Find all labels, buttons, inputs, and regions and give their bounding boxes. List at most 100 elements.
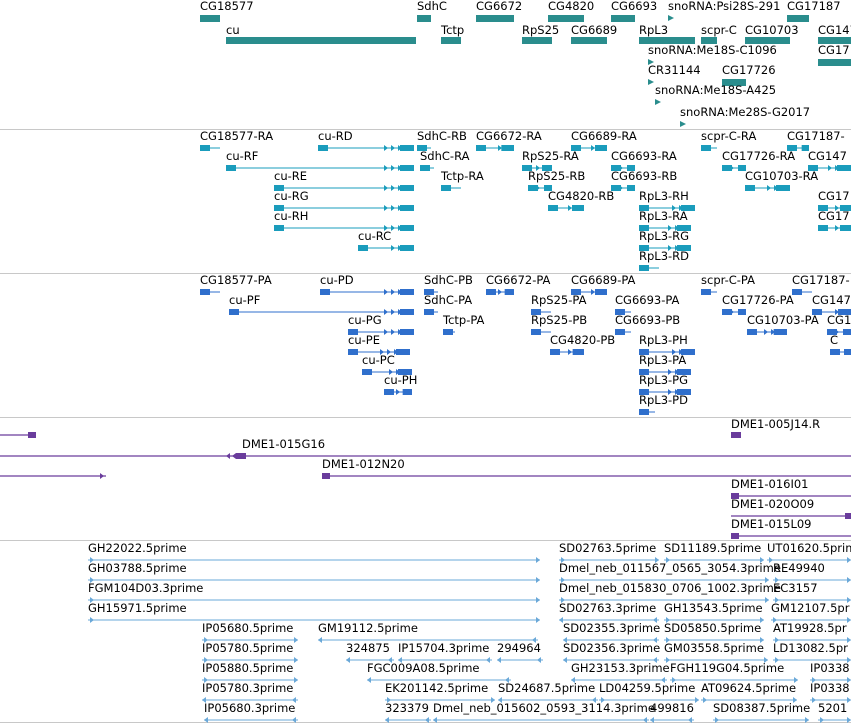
- feature-label[interactable]: cu-PD: [320, 273, 354, 287]
- est-track-feature-glyph[interactable]: [810, 677, 851, 683]
- bac-track-feature-glyph[interactable]: [731, 533, 851, 539]
- feature-label[interactable]: GH15971.5prime: [88, 601, 187, 615]
- est-track-feature-glyph[interactable]: [385, 697, 495, 703]
- feature-label[interactable]: LD04259.5prime: [599, 681, 696, 695]
- feature-label[interactable]: 294964: [497, 641, 541, 655]
- est-track-feature-glyph[interactable]: [773, 657, 851, 663]
- gene-track-feature-glyph[interactable]: [639, 37, 695, 44]
- est-track-feature-glyph[interactable]: [713, 717, 809, 723]
- transcript-track-feature-glyph[interactable]: [200, 145, 220, 151]
- feature-label[interactable]: DME1-015G16: [242, 437, 326, 451]
- est-track-feature-glyph[interactable]: [433, 717, 649, 723]
- protein-track-feature-glyph[interactable]: [747, 329, 787, 335]
- protein-track-feature-glyph[interactable]: [722, 309, 746, 315]
- est-track-feature-glyph[interactable]: [88, 557, 540, 563]
- feature-label[interactable]: RpS25-RB: [528, 169, 586, 183]
- feature-label[interactable]: cu: [226, 23, 240, 37]
- est-track-feature-glyph[interactable]: [664, 557, 764, 563]
- feature-label[interactable]: CG6693-RA: [611, 149, 677, 163]
- feature-label[interactable]: CG147: [808, 149, 847, 163]
- feature-label[interactable]: RpL3-PA: [639, 353, 687, 367]
- protein-track-feature-glyph[interactable]: [348, 349, 410, 355]
- feature-label[interactable]: CG147: [812, 293, 851, 307]
- feature-label[interactable]: cu-PC: [362, 353, 395, 367]
- gene-track-feature-glyph[interactable]: [522, 37, 552, 44]
- feature-label[interactable]: CG6693-PB: [615, 313, 681, 327]
- feature-label[interactable]: CG18577-RA: [200, 129, 274, 143]
- feature-label[interactable]: SdhC-PB: [424, 273, 473, 287]
- feature-label[interactable]: FGM104D03.3prime: [88, 581, 204, 595]
- transcript-track-feature-glyph[interactable]: [611, 185, 635, 191]
- est-track-feature-glyph[interactable]: [367, 677, 511, 683]
- feature-label[interactable]: scpr-C-PA: [701, 273, 756, 287]
- est-track-feature-glyph[interactable]: [767, 557, 851, 563]
- feature-label[interactable]: CG6693-PA: [615, 293, 680, 307]
- gene-track-feature-glyph[interactable]: [571, 37, 607, 44]
- transcript-track-feature-glyph[interactable]: [528, 185, 552, 191]
- est-track-feature-glyph[interactable]: [88, 597, 540, 603]
- est-track-feature-glyph[interactable]: [773, 597, 851, 603]
- feature-label[interactable]: snoRNA:Me28S-G2017: [680, 105, 811, 119]
- feature-label[interactable]: EK201142.5prime: [385, 681, 489, 695]
- gene-track-feature-glyph[interactable]: [417, 15, 431, 22]
- gene-track-feature-glyph[interactable]: [818, 59, 851, 66]
- feature-label[interactable]: SdhC: [417, 0, 447, 13]
- gene-track-feature-glyph[interactable]: [722, 79, 746, 86]
- protein-track-feature-glyph[interactable]: [830, 349, 851, 355]
- gene-track-feature-glyph[interactable]: [818, 37, 851, 44]
- feature-label[interactable]: GM03558.5prime: [664, 641, 764, 655]
- gene-track-feature-glyph[interactable]: [680, 121, 686, 127]
- est-track-feature-glyph[interactable]: [599, 697, 699, 703]
- transcript-track-feature-glyph[interactable]: [274, 225, 414, 231]
- est-track-feature-glyph[interactable]: [563, 637, 659, 643]
- est-track-feature-glyph[interactable]: [664, 657, 768, 663]
- gene-track-feature-glyph[interactable]: [226, 37, 416, 44]
- protein-track-feature-glyph[interactable]: [639, 389, 691, 395]
- feature-label[interactable]: snoRNA:Me18S-C1096: [648, 43, 777, 57]
- feature-label[interactable]: cu-RE: [274, 169, 308, 183]
- feature-label[interactable]: cu-RD: [318, 129, 353, 143]
- feature-label[interactable]: GH03788.5prime: [88, 561, 187, 575]
- gene-track-feature-glyph[interactable]: [548, 15, 584, 22]
- feature-label[interactable]: CG6693-RB: [611, 169, 678, 183]
- protein-track-feature-glyph[interactable]: [639, 409, 655, 415]
- feature-label[interactable]: EC3157: [773, 581, 818, 595]
- protein-track-feature-glyph[interactable]: [550, 349, 584, 355]
- feature-label[interactable]: CG4820: [548, 0, 595, 13]
- feature-label[interactable]: CG17187-: [787, 129, 845, 143]
- gene-track-feature-glyph[interactable]: [701, 37, 717, 44]
- transcript-track-feature-glyph[interactable]: [745, 185, 790, 191]
- est-track-feature-glyph[interactable]: [571, 677, 667, 683]
- feature-label[interactable]: CG6689-PA: [571, 273, 636, 287]
- feature-label[interactable]: IP05680.5prime: [202, 621, 294, 635]
- transcript-track-feature-glyph[interactable]: [701, 145, 717, 151]
- est-track-feature-glyph[interactable]: [498, 697, 598, 703]
- gene-track-feature-glyph[interactable]: [200, 15, 220, 22]
- feature-label[interactable]: GH22022.5prime: [88, 541, 187, 555]
- feature-label[interactable]: CG6672-PA: [486, 273, 551, 287]
- feature-label[interactable]: CG17: [818, 209, 850, 223]
- transcript-track-feature-glyph[interactable]: [611, 165, 635, 171]
- feature-label[interactable]: RpS25-PA: [531, 293, 587, 307]
- est-track-feature-glyph[interactable]: [385, 717, 431, 723]
- feature-label[interactable]: IP0338: [810, 681, 850, 695]
- est-track-feature-glyph[interactable]: [771, 617, 851, 623]
- est-track-feature-glyph[interactable]: [650, 717, 694, 723]
- feature-label[interactable]: DME1-012N20: [322, 457, 405, 471]
- est-track-feature-glyph[interactable]: [202, 637, 298, 643]
- feature-label[interactable]: 324875: [346, 641, 390, 655]
- est-track-feature-glyph[interactable]: [810, 697, 851, 703]
- feature-label[interactable]: GM19112.5prime: [318, 621, 418, 635]
- feature-label[interactable]: cu-RG: [274, 189, 309, 203]
- feature-label[interactable]: UT01620.5prime: [767, 541, 851, 555]
- transcript-track-feature-glyph[interactable]: [358, 245, 414, 251]
- est-track-feature-glyph[interactable]: [559, 557, 659, 563]
- feature-label[interactable]: snoRNA:Psi28S-291: [668, 0, 781, 13]
- protein-track-feature-glyph[interactable]: [320, 289, 414, 295]
- transcript-track-feature-glyph[interactable]: [808, 165, 851, 171]
- feature-label[interactable]: SD02763.3prime: [559, 601, 657, 615]
- protein-track-feature-glyph[interactable]: [384, 389, 412, 395]
- protein-track-feature-glyph[interactable]: [424, 289, 438, 295]
- feature-label[interactable]: DME1-015L09: [731, 517, 812, 531]
- protein-track-feature-glyph[interactable]: [639, 369, 691, 375]
